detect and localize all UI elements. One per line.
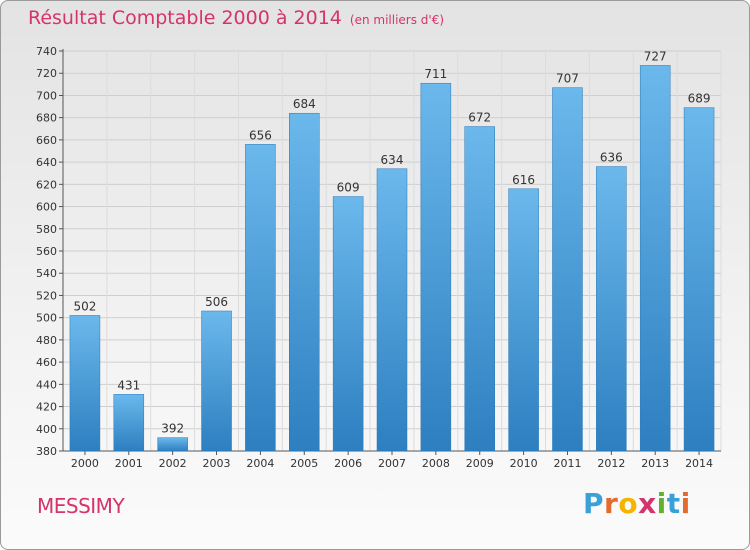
bar-2012 <box>596 166 627 452</box>
y-tick-label: 660 <box>36 134 57 147</box>
y-tick-label: 580 <box>36 223 57 236</box>
bar-2010 <box>508 188 539 452</box>
x-tick-label-2009: 2009 <box>466 457 494 470</box>
data-label-2007: 634 <box>381 153 404 167</box>
logo-letter: P <box>583 487 605 520</box>
x-tick-label-2005: 2005 <box>290 457 318 470</box>
data-label-2006: 609 <box>337 181 360 195</box>
x-tick-label-2014: 2014 <box>685 457 713 470</box>
y-tick-label: 640 <box>36 156 57 169</box>
bar-2007 <box>376 168 408 452</box>
logo-letter: x <box>638 487 657 520</box>
x-tick-label-2004: 2004 <box>246 457 274 470</box>
y-tick-label: 560 <box>36 245 57 258</box>
x-tick-label-2002: 2002 <box>159 457 187 470</box>
data-label-2002: 392 <box>161 422 184 436</box>
data-label-2011: 707 <box>556 72 579 86</box>
y-tick-label: 500 <box>36 312 57 325</box>
chart-title: Résultat Comptable 2000 à 2014 (en millie… <box>28 7 444 29</box>
bar-2002 <box>157 437 188 452</box>
bar-2008 <box>420 82 452 452</box>
bar-2000 <box>69 315 101 452</box>
data-label-2005: 684 <box>293 97 316 111</box>
logo-letter: i <box>680 487 691 520</box>
data-label-2009: 672 <box>468 111 491 125</box>
y-tick-label: 680 <box>36 112 57 125</box>
data-label-2004: 656 <box>249 128 272 142</box>
chart-subtitle: (en milliers d'€) <box>349 13 445 27</box>
commune-name: MESSIMY <box>37 494 125 518</box>
bar-2001 <box>113 394 145 452</box>
bar-2009 <box>464 126 495 452</box>
data-label-2012: 636 <box>600 151 623 165</box>
proxiti-logo: Proxiti <box>583 487 691 520</box>
x-tick-label-2001: 2001 <box>115 457 143 470</box>
y-tick-label: 520 <box>36 289 57 302</box>
x-tick-label-2006: 2006 <box>334 457 362 470</box>
y-tick-label: 480 <box>36 334 57 347</box>
bar-2003 <box>201 310 232 452</box>
x-tick-label-2008: 2008 <box>422 457 450 470</box>
x-tick-label-2000: 2000 <box>71 457 99 470</box>
data-label-2013: 727 <box>644 49 667 63</box>
logo-letter: t <box>666 487 681 520</box>
chart-title-text: Résultat Comptable 2000 à 2014 <box>28 7 342 29</box>
y-tick-label: 620 <box>36 178 57 191</box>
y-tick-label: 740 <box>36 45 57 58</box>
labels: 380 400 420 440 460 480 500 520 540 560 580 600 620 6… <box>36 45 713 470</box>
y-tick-label: 700 <box>36 89 57 102</box>
data-label-2010: 616 <box>512 173 535 187</box>
bar-2004 <box>245 144 276 452</box>
data-label-2008: 711 <box>424 67 447 81</box>
bar-2013 <box>639 65 671 452</box>
data-label-2001: 431 <box>117 378 140 392</box>
x-tick-label-2013: 2013 <box>641 457 669 470</box>
y-tick-label: 420 <box>36 401 57 414</box>
bar-2005 <box>289 112 320 452</box>
bar-2006 <box>332 196 364 452</box>
logo-letter: i <box>656 487 667 520</box>
logo-letter: o <box>618 487 639 520</box>
data-label-2014: 689 <box>688 92 711 106</box>
y-tick-label: 380 <box>36 445 57 458</box>
bar-2011 <box>552 87 583 452</box>
data-label-2003: 506 <box>205 295 228 309</box>
bar-2014 <box>683 107 715 452</box>
data-label-2000: 502 <box>73 299 96 313</box>
bars <box>69 65 715 452</box>
y-tick-label: 600 <box>36 201 57 214</box>
y-tick-label: 460 <box>36 356 57 369</box>
x-tick-label-2003: 2003 <box>203 457 231 470</box>
x-tick-label-2012: 2012 <box>597 457 625 470</box>
y-tick-label: 440 <box>36 378 57 391</box>
logo-letter: r <box>604 487 619 520</box>
x-tick-label-2007: 2007 <box>378 457 406 470</box>
y-tick-label: 720 <box>36 67 57 80</box>
y-tick-label: 540 <box>36 267 57 280</box>
y-tick-label: 400 <box>36 423 57 436</box>
x-tick-label-2011: 2011 <box>553 457 581 470</box>
x-tick-label-2010: 2010 <box>510 457 538 470</box>
